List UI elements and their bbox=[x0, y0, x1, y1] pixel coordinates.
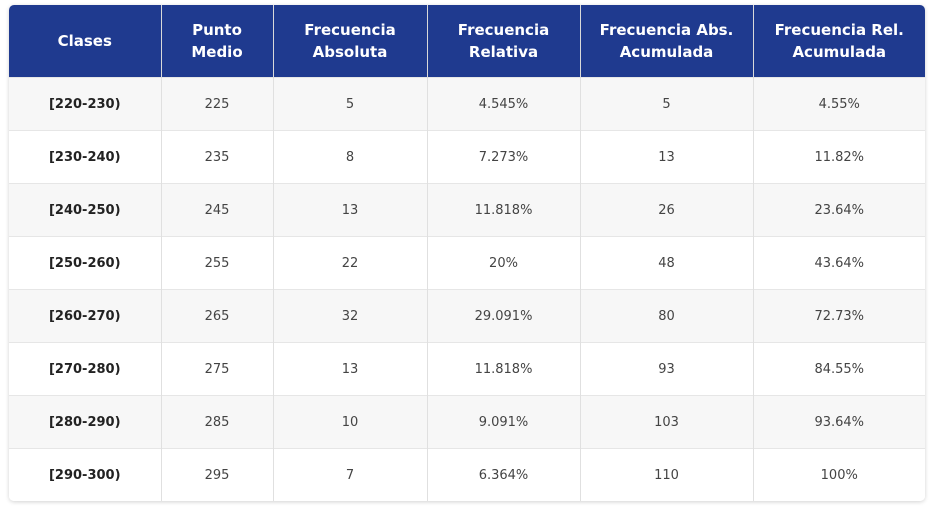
cell-frecuencia-abs-acumulada: 48 bbox=[580, 236, 754, 290]
cell-clase: [230-240) bbox=[9, 130, 162, 184]
cell-frecuencia-absoluta: 8 bbox=[273, 130, 428, 184]
cell-clase: [270-280) bbox=[9, 342, 162, 396]
header-label: Medio bbox=[191, 43, 243, 61]
header-label: Frecuencia bbox=[304, 21, 396, 39]
cell-frecuencia-relativa: 6.364% bbox=[427, 448, 581, 501]
cell-frecuencia-absoluta: 22 bbox=[273, 236, 428, 290]
cell-frecuencia-absoluta: 13 bbox=[273, 342, 428, 396]
cell-clase: [260-270) bbox=[9, 289, 162, 343]
cell-punto-medio: 265 bbox=[161, 289, 274, 343]
cell-frecuencia-absoluta: 10 bbox=[273, 395, 428, 449]
table-body: [220-230) 225 5 4.545% 5 4.55% [230-240)… bbox=[9, 77, 925, 501]
cell-frecuencia-rel-acumulada: 84.55% bbox=[753, 342, 925, 396]
cell-frecuencia-rel-acumulada: 100% bbox=[753, 448, 925, 501]
header-label: Absoluta bbox=[312, 43, 388, 61]
header-row: Clases Punto Medio Frecuencia Absoluta Fre… bbox=[9, 5, 925, 78]
cell-frecuencia-rel-acumulada: 72.73% bbox=[753, 289, 925, 343]
cell-frecuencia-relativa: 11.818% bbox=[427, 183, 581, 237]
header-label: Clases bbox=[57, 32, 112, 50]
table-row: [220-230) 225 5 4.545% 5 4.55% bbox=[9, 77, 925, 131]
cell-frecuencia-absoluta: 7 bbox=[273, 448, 428, 501]
cell-frecuencia-abs-acumulada: 103 bbox=[580, 395, 754, 449]
cell-frecuencia-absoluta: 32 bbox=[273, 289, 428, 343]
header-frecuencia-rel-acumulada: Frecuencia Rel. Acumulada bbox=[753, 5, 925, 78]
cell-frecuencia-relativa: 9.091% bbox=[427, 395, 581, 449]
cell-frecuencia-rel-acumulada: 4.55% bbox=[753, 77, 925, 131]
table-row: [280-290) 285 10 9.091% 103 93.64% bbox=[9, 395, 925, 449]
cell-frecuencia-rel-acumulada: 43.64% bbox=[753, 236, 925, 290]
cell-frecuencia-relativa: 29.091% bbox=[427, 289, 581, 343]
table-row: [290-300) 295 7 6.364% 110 100% bbox=[9, 448, 925, 501]
cell-punto-medio: 245 bbox=[161, 183, 274, 237]
table-row: [270-280) 275 13 11.818% 93 84.55% bbox=[9, 342, 925, 396]
cell-frecuencia-abs-acumulada: 13 bbox=[580, 130, 754, 184]
cell-frecuencia-relativa: 7.273% bbox=[427, 130, 581, 184]
cell-frecuencia-rel-acumulada: 23.64% bbox=[753, 183, 925, 237]
cell-punto-medio: 275 bbox=[161, 342, 274, 396]
cell-frecuencia-rel-acumulada: 93.64% bbox=[753, 395, 925, 449]
cell-clase: [220-230) bbox=[9, 77, 162, 131]
cell-frecuencia-abs-acumulada: 26 bbox=[580, 183, 754, 237]
cell-punto-medio: 235 bbox=[161, 130, 274, 184]
table-row: [230-240) 235 8 7.273% 13 11.82% bbox=[9, 130, 925, 184]
cell-frecuencia-abs-acumulada: 93 bbox=[580, 342, 754, 396]
header-frecuencia-absoluta: Frecuencia Absoluta bbox=[273, 5, 428, 78]
header-frecuencia-relativa: Frecuencia Relativa bbox=[427, 5, 581, 78]
cell-frecuencia-absoluta: 13 bbox=[273, 183, 428, 237]
cell-frecuencia-abs-acumulada: 80 bbox=[580, 289, 754, 343]
cell-frecuencia-relativa: 20% bbox=[427, 236, 581, 290]
header-label: Frecuencia Rel. bbox=[774, 21, 904, 39]
header-label: Punto bbox=[192, 21, 242, 39]
header-label: Acumulada bbox=[619, 43, 714, 61]
cell-punto-medio: 295 bbox=[161, 448, 274, 501]
header-clases: Clases bbox=[9, 5, 162, 78]
cell-clase: [290-300) bbox=[9, 448, 162, 501]
header-label: Frecuencia Abs. bbox=[599, 21, 734, 39]
cell-clase: [280-290) bbox=[9, 395, 162, 449]
cell-frecuencia-abs-acumulada: 5 bbox=[580, 77, 754, 131]
header-label: Acumulada bbox=[792, 43, 887, 61]
cell-punto-medio: 225 bbox=[161, 77, 274, 131]
frequency-table: Clases Punto Medio Frecuencia Absoluta Fre… bbox=[9, 5, 925, 501]
cell-clase: [250-260) bbox=[9, 236, 162, 290]
cell-frecuencia-rel-acumulada: 11.82% bbox=[753, 130, 925, 184]
header-frecuencia-abs-acumulada: Frecuencia Abs. Acumulada bbox=[580, 5, 754, 78]
cell-clase: [240-250) bbox=[9, 183, 162, 237]
table-row: [260-270) 265 32 29.091% 80 72.73% bbox=[9, 289, 925, 343]
cell-frecuencia-relativa: 11.818% bbox=[427, 342, 581, 396]
header-label: Relativa bbox=[468, 43, 539, 61]
header-punto-medio: Punto Medio bbox=[161, 5, 274, 78]
frequency-table-container: Clases Punto Medio Frecuencia Absoluta Fre… bbox=[9, 5, 925, 501]
cell-punto-medio: 285 bbox=[161, 395, 274, 449]
table-header: Clases Punto Medio Frecuencia Absoluta Fre… bbox=[9, 5, 925, 78]
cell-frecuencia-relativa: 4.545% bbox=[427, 77, 581, 131]
cell-frecuencia-absoluta: 5 bbox=[273, 77, 428, 131]
table-row: [240-250) 245 13 11.818% 26 23.64% bbox=[9, 183, 925, 237]
cell-punto-medio: 255 bbox=[161, 236, 274, 290]
table-row: [250-260) 255 22 20% 48 43.64% bbox=[9, 236, 925, 290]
header-label: Frecuencia bbox=[457, 21, 550, 39]
cell-frecuencia-abs-acumulada: 110 bbox=[580, 448, 754, 501]
